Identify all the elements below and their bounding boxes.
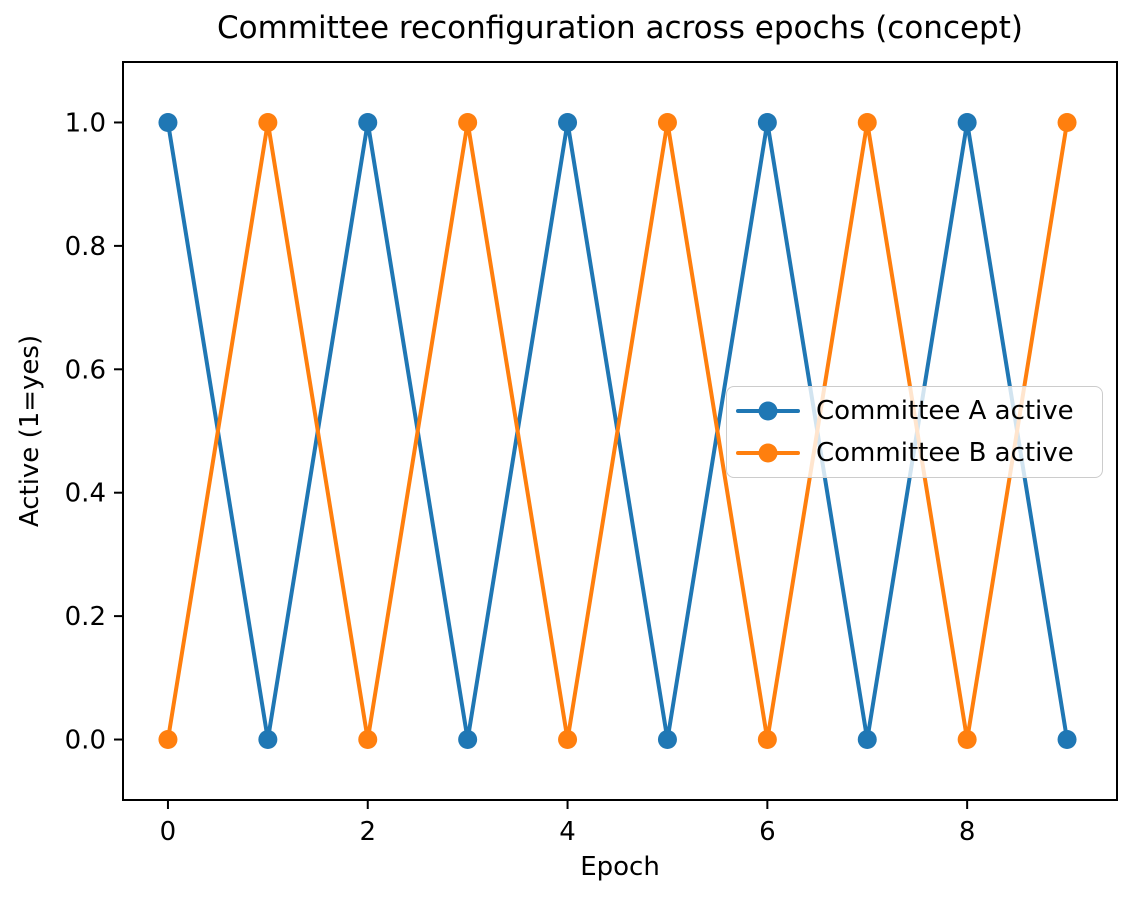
series-marker-committee-b [757, 730, 777, 750]
x-tick-label: 6 [759, 817, 776, 847]
series-marker-committee-a [1057, 730, 1077, 750]
x-tick-label: 0 [160, 817, 177, 847]
series-marker-committee-a [158, 112, 178, 132]
y-tick-label: 0.2 [65, 602, 106, 632]
x-tick-label: 8 [959, 817, 976, 847]
y-tick-label: 0.6 [65, 355, 106, 385]
axes-frame [122, 61, 1118, 801]
y-axis-label: Active (1=yes) [15, 334, 45, 528]
series-marker-committee-a [757, 112, 777, 132]
series-marker-committee-a [258, 730, 278, 750]
y-tick-label: 0.8 [65, 232, 106, 262]
y-tick-label: 0.4 [65, 479, 106, 509]
x-axis-label: Epoch [580, 852, 660, 882]
series-marker-committee-a [558, 112, 578, 132]
chart-title: Committee reconfiguration across epochs … [217, 10, 1023, 46]
y-tick-label: 0.0 [65, 726, 106, 756]
series-marker-committee-a [657, 730, 677, 750]
series-marker-committee-b [358, 730, 378, 750]
legend-label-committee-b: Committee B active [816, 438, 1074, 468]
legend: Committee A active Committee B active [726, 386, 1103, 478]
legend-swatch-committee-a [736, 398, 800, 424]
series-marker-committee-b [258, 112, 278, 132]
series-marker-committee-a [857, 730, 877, 750]
series-marker-committee-b [158, 730, 178, 750]
series-marker-committee-b [558, 730, 578, 750]
legend-swatch-committee-b [736, 440, 800, 466]
series-marker-committee-b [458, 112, 478, 132]
x-tick-label: 2 [359, 817, 376, 847]
series-marker-committee-b [857, 112, 877, 132]
legend-entry-committee-b: Committee B active [727, 433, 1102, 473]
legend-marker-dot-icon [758, 401, 778, 421]
legend-marker-dot-icon [758, 443, 778, 463]
series-marker-committee-a [957, 112, 977, 132]
legend-entry-committee-a: Committee A active [727, 391, 1102, 431]
series-marker-committee-a [358, 112, 378, 132]
series-marker-committee-b [657, 112, 677, 132]
series-marker-committee-b [1057, 112, 1077, 132]
series-marker-committee-b [957, 730, 977, 750]
legend-label-committee-a: Committee A active [816, 396, 1074, 426]
x-tick-label: 4 [559, 817, 576, 847]
series-marker-committee-a [458, 730, 478, 750]
y-tick-label: 1.0 [65, 108, 106, 138]
